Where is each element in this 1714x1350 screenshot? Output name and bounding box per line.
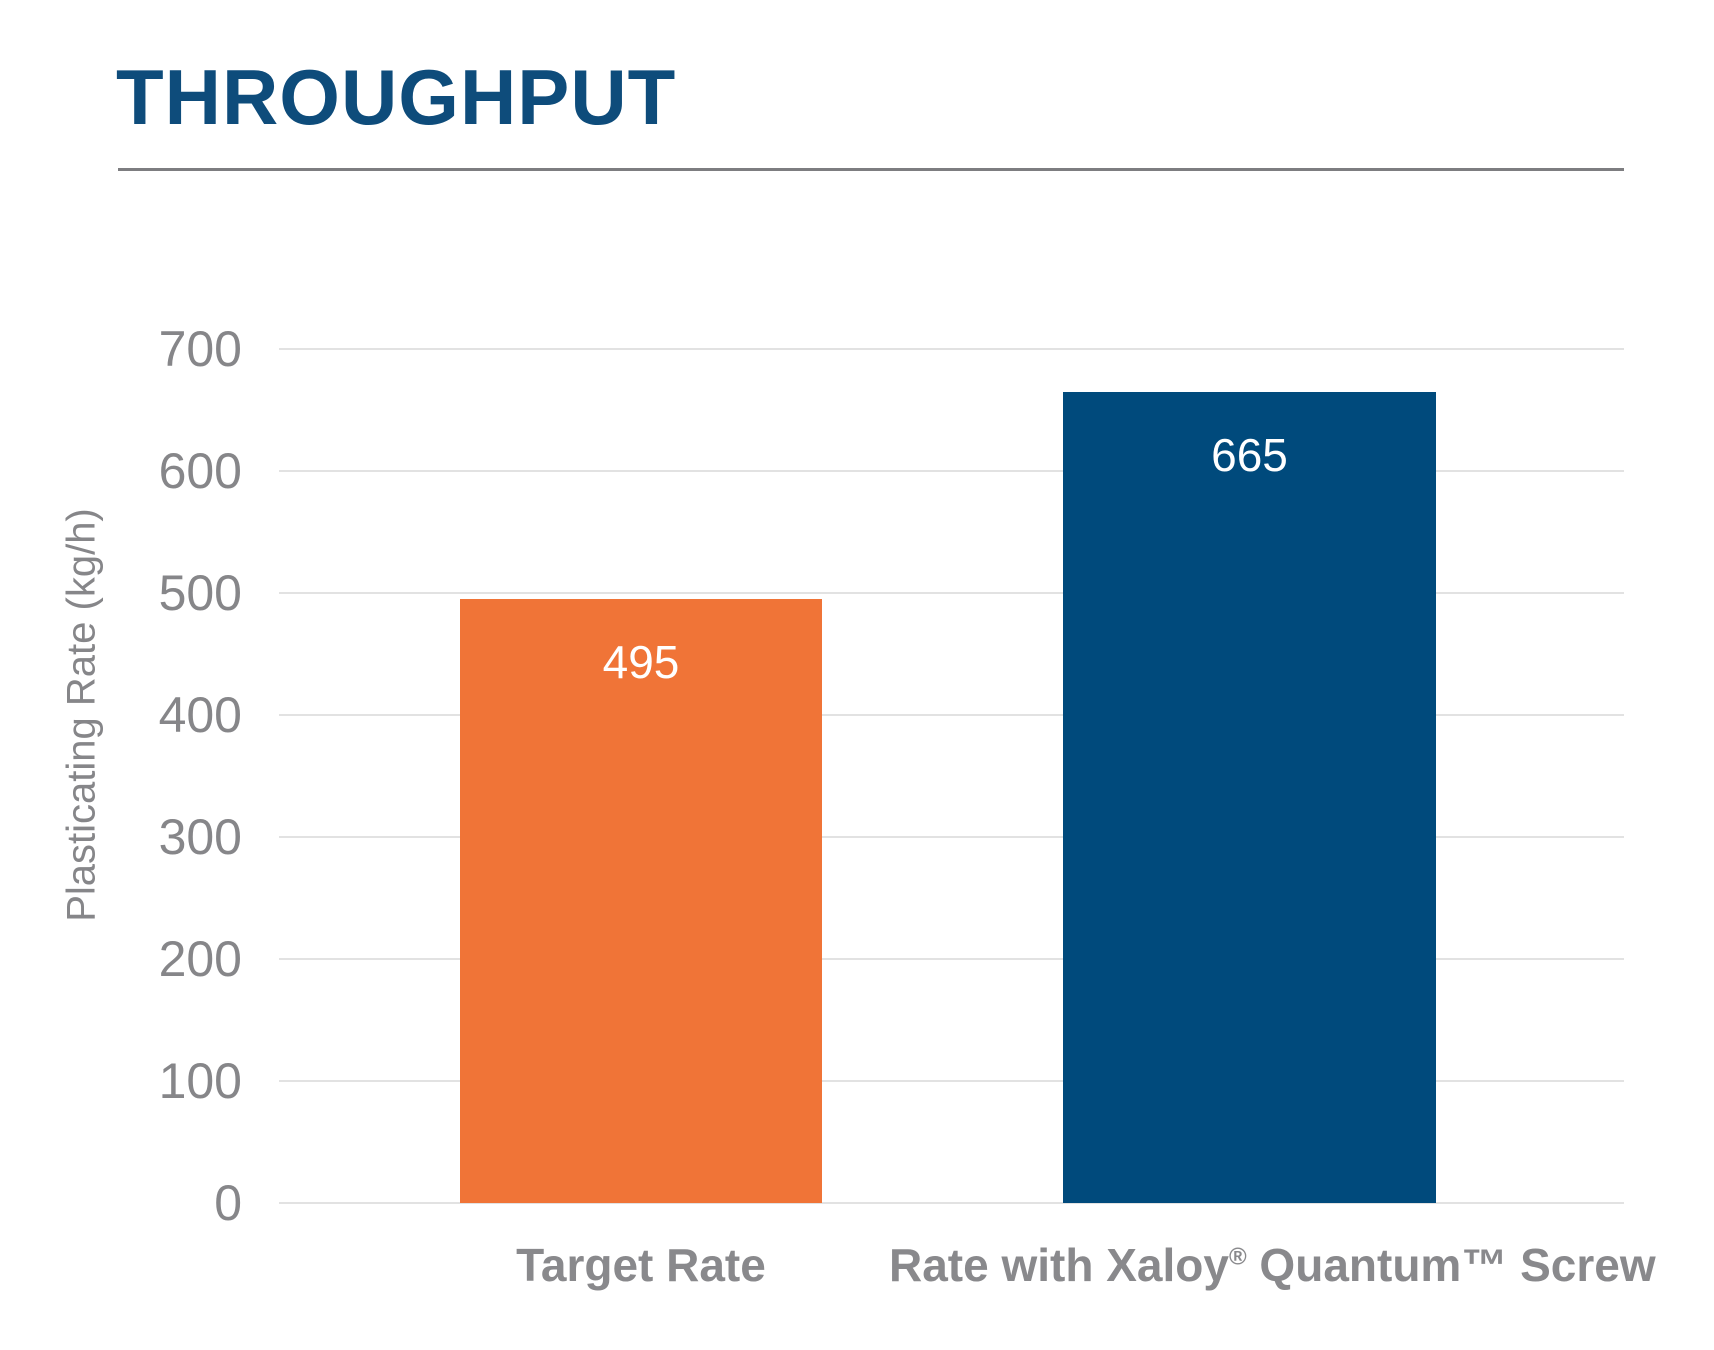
gridline-100 <box>279 1080 1624 1082</box>
title-underline <box>118 168 1624 171</box>
bar-value-label-xaloy-quantum-screw: 665 <box>1211 428 1288 481</box>
category-label-part2: Quantum™ Screw <box>1246 1239 1656 1291</box>
gridline-500 <box>279 592 1624 594</box>
gridline-400 <box>279 714 1624 716</box>
y-tick-label-400: 400 <box>158 687 242 743</box>
registered-trademark-symbol: ® <box>1228 1243 1247 1271</box>
gridline-600 <box>279 470 1624 472</box>
y-tick-label-600: 600 <box>158 443 242 499</box>
category-label-target-rate: Target Rate <box>291 1238 991 1292</box>
gridline-200 <box>279 958 1624 960</box>
bar-xaloy-quantum-screw: 665 <box>1063 391 1436 1203</box>
chart-title: THROUGHPUT <box>116 53 677 141</box>
gridline-0 <box>279 1202 1624 1204</box>
y-tick-label-700: 700 <box>158 321 242 377</box>
y-axis-label-text: Plasticating Rate (kg/h) <box>59 508 104 922</box>
gridline-700 <box>279 348 1624 350</box>
bar-value-label-target-rate: 495 <box>602 636 680 689</box>
category-label-xaloy-quantum-screw: Rate with Xaloy® Quantum™ Screw <box>889 1238 1656 1292</box>
gridline-300 <box>279 836 1624 838</box>
y-tick-label-100: 100 <box>158 1053 242 1109</box>
y-tick-label-200: 200 <box>158 931 242 987</box>
category-label-part1: Rate with Xaloy <box>889 1239 1229 1291</box>
y-tick-label-300: 300 <box>158 809 242 865</box>
bar-target-rate: 495 <box>460 599 822 1203</box>
y-tick-label-0: 0 <box>214 1175 242 1231</box>
category-label-target-rate-text: Target Rate <box>516 1239 766 1291</box>
y-tick-label-500: 500 <box>158 565 242 621</box>
